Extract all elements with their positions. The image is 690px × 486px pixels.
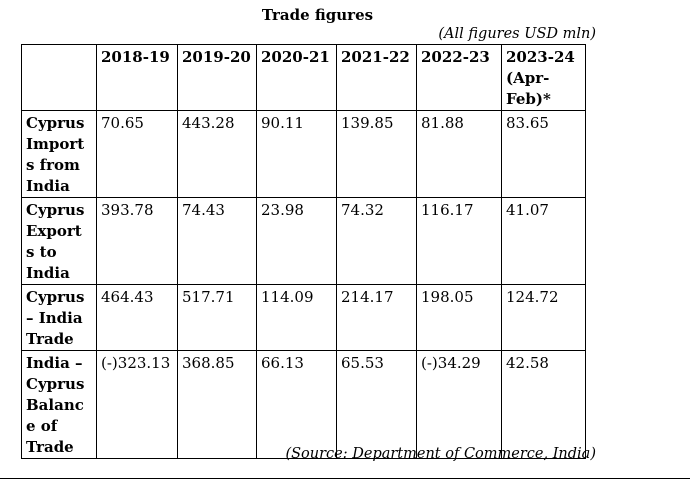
table-cell: 74.32	[336, 197, 417, 285]
table-cell: 139.85	[336, 110, 417, 198]
units-note: (All figures USD mln)	[438, 26, 596, 42]
table-cell: 116.17	[416, 197, 502, 285]
table-cell: (-)323.13	[96, 350, 178, 459]
table-cell: 41.07	[501, 197, 586, 285]
corner-cell	[21, 44, 97, 111]
row-label-line: s from	[26, 156, 80, 174]
row-label: Cyprus Import s from India	[21, 110, 97, 198]
table-cell: 517.71	[177, 284, 257, 351]
column-header-last: 2023-24 (Apr- Feb)*	[501, 44, 586, 111]
table-row: Cyprus Import s from India 70.65 443.28 …	[21, 110, 586, 198]
table-cell: 65.53	[336, 350, 417, 459]
row-label: Cyprus Export s to India	[21, 197, 97, 285]
table-row: Cyprus – India Trade 464.43 517.71 114.0…	[21, 284, 586, 351]
row-label-line: Trade	[26, 438, 74, 456]
row-label-line: India –	[26, 354, 83, 372]
trade-table: 2018-19 2019-20 2020-21 2021-22 2022-23 …	[21, 44, 586, 459]
table-cell: 393.78	[96, 197, 178, 285]
table-cell: 66.13	[256, 350, 337, 459]
row-label: India – Cyprus Balanc e of Trade	[21, 350, 97, 459]
column-header: 2019-20	[177, 44, 257, 111]
page-title: Trade figures	[261, 6, 374, 24]
row-label-line: Cyprus	[26, 375, 85, 393]
row-label-line: e of	[26, 417, 58, 435]
table-cell: 214.17	[336, 284, 417, 351]
row-label-line: Cyprus	[26, 288, 85, 306]
bottom-rule	[0, 478, 690, 479]
table-cell: 198.05	[416, 284, 502, 351]
table-cell: 42.58	[501, 350, 586, 459]
column-header: 2020-21	[256, 44, 337, 111]
table-cell: 23.98	[256, 197, 337, 285]
table-cell: 90.11	[256, 110, 337, 198]
column-header-line: Feb)*	[506, 90, 551, 108]
row-label-line: India	[26, 177, 70, 195]
table-row: Cyprus Export s to India 393.78 74.43 23…	[21, 197, 586, 285]
table-cell: 81.88	[416, 110, 502, 198]
column-header-line: (Apr-	[506, 69, 550, 87]
table-cell: 464.43	[96, 284, 178, 351]
row-label-line: s to	[26, 243, 57, 261]
column-header: 2022-23	[416, 44, 502, 111]
table-cell: 74.43	[177, 197, 257, 285]
row-label-line: Trade	[26, 330, 74, 348]
header-row: 2018-19 2019-20 2020-21 2021-22 2022-23 …	[21, 44, 586, 111]
row-label-line: Export	[26, 222, 82, 240]
table-row: India – Cyprus Balanc e of Trade (-)323.…	[21, 350, 586, 459]
column-header-line: 2023-24	[506, 48, 575, 66]
column-header: 2021-22	[336, 44, 417, 111]
row-label-line: – India	[26, 309, 83, 327]
table-cell: 114.09	[256, 284, 337, 351]
table-cell: (-)34.29	[416, 350, 502, 459]
row-label-line: India	[26, 264, 70, 282]
table-cell: 124.72	[501, 284, 586, 351]
table-cell: 83.65	[501, 110, 586, 198]
table-cell: 70.65	[96, 110, 178, 198]
source-note: (Source: Department of Commerce, India)	[285, 446, 596, 462]
table-cell: 368.85	[177, 350, 257, 459]
row-label-line: Import	[26, 135, 85, 153]
row-label-line: Balanc	[26, 396, 84, 414]
row-label: Cyprus – India Trade	[21, 284, 97, 351]
column-header: 2018-19	[96, 44, 178, 111]
row-label-line: Cyprus	[26, 114, 85, 132]
table-cell: 443.28	[177, 110, 257, 198]
row-label-line: Cyprus	[26, 201, 85, 219]
